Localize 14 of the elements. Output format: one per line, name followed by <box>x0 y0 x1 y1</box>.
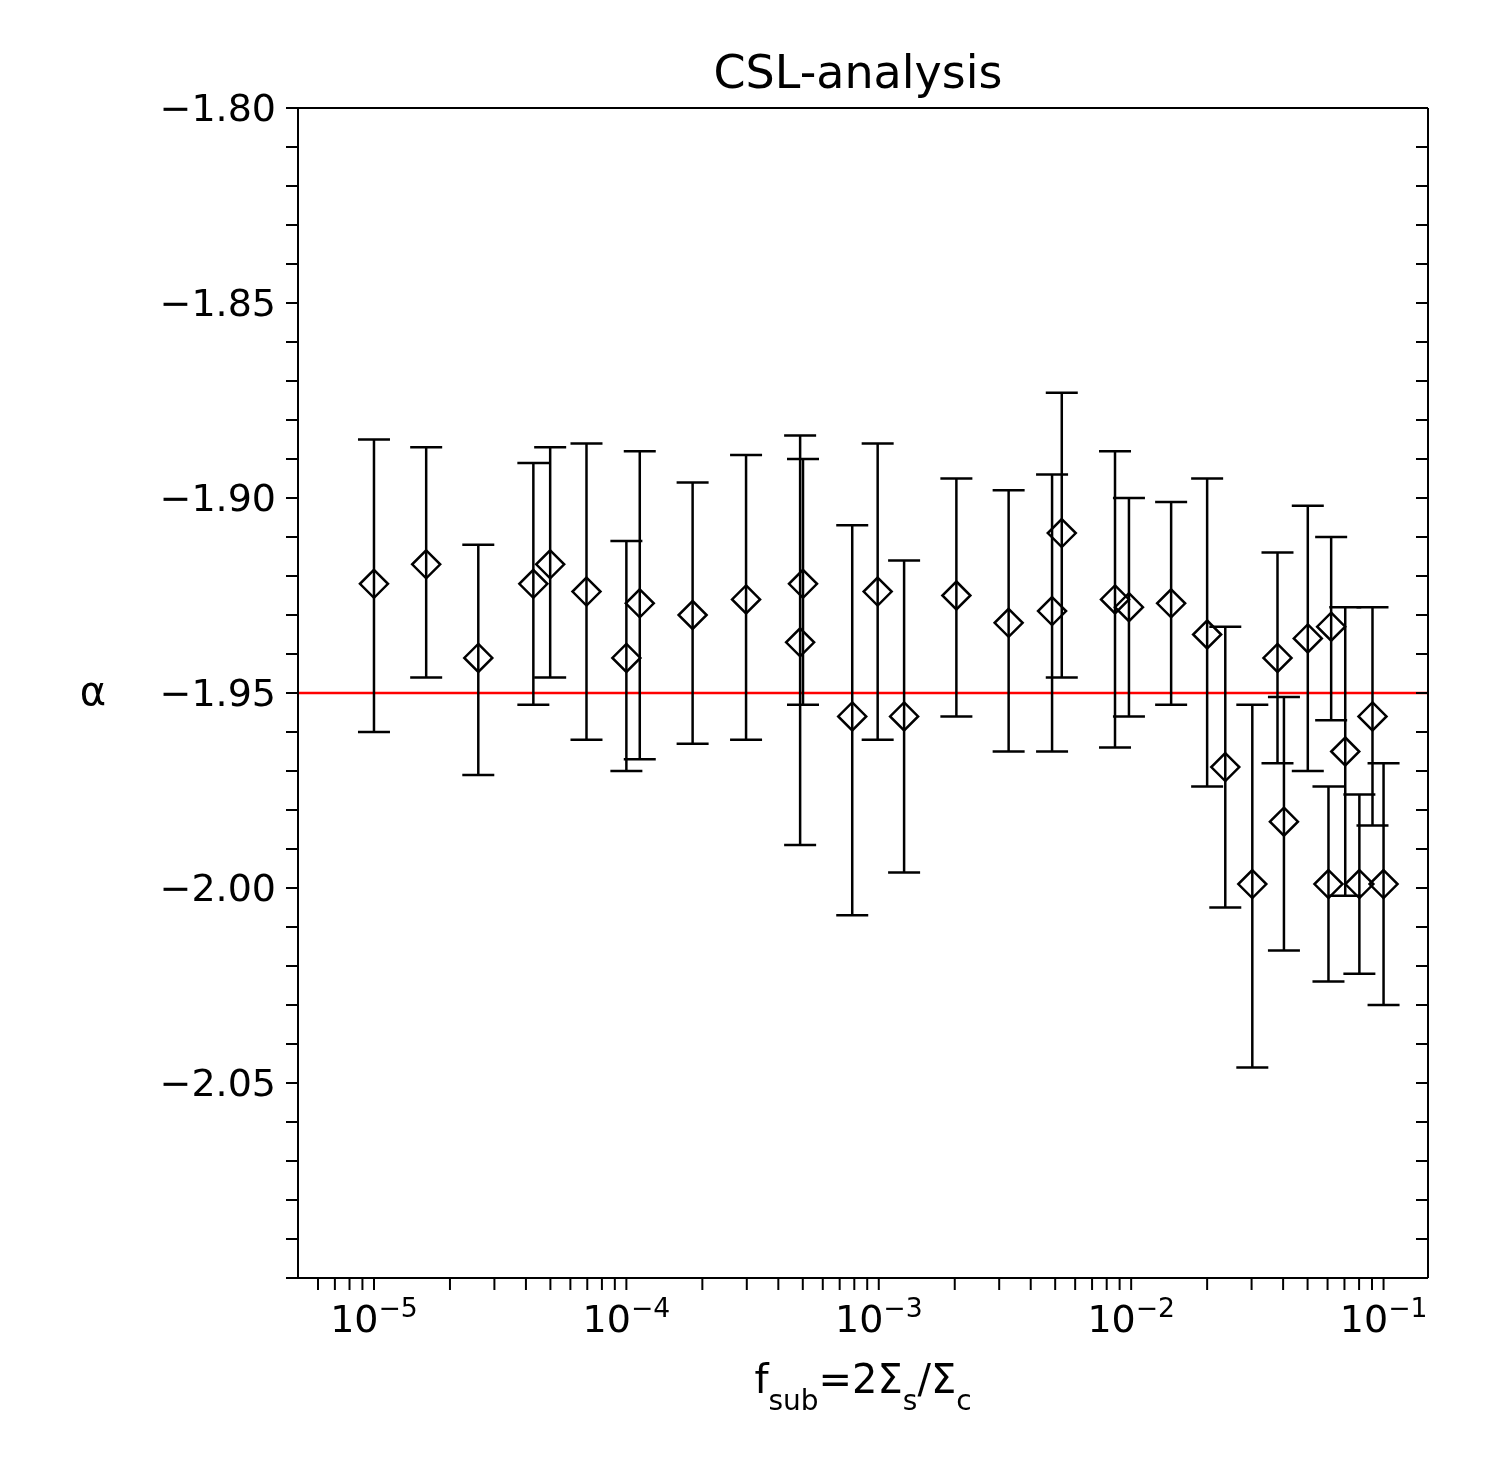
chart-title: CSL-analysis <box>713 45 1003 99</box>
y-tick-label: −1.85 <box>159 281 276 325</box>
y-tick-label: −1.95 <box>159 671 276 715</box>
x-tick-label: 10$^{−2}$ <box>1087 1291 1175 1341</box>
y-tick-label: −2.00 <box>159 866 276 910</box>
x-tick-label: 10$^{−3}$ <box>834 1291 923 1341</box>
y-tick-label: −2.05 <box>159 1061 276 1105</box>
y-tick-label: −1.80 <box>159 86 276 130</box>
y-axis-title: α <box>79 668 107 714</box>
x-tick-label: 10$^{−5}$ <box>330 1291 418 1341</box>
x-tick-label: 10$^{−1}$ <box>1339 1291 1428 1341</box>
y-tick-label: −1.90 <box>159 476 276 520</box>
x-axis-title: f$_{sub}$=2Σ$_{s}$/Σ$_{c}$ <box>754 1356 972 1417</box>
x-tick-label: 10$^{−4}$ <box>582 1291 671 1341</box>
